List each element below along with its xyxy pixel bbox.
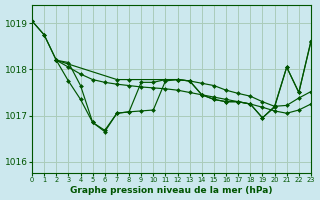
X-axis label: Graphe pression niveau de la mer (hPa): Graphe pression niveau de la mer (hPa) (70, 186, 273, 195)
